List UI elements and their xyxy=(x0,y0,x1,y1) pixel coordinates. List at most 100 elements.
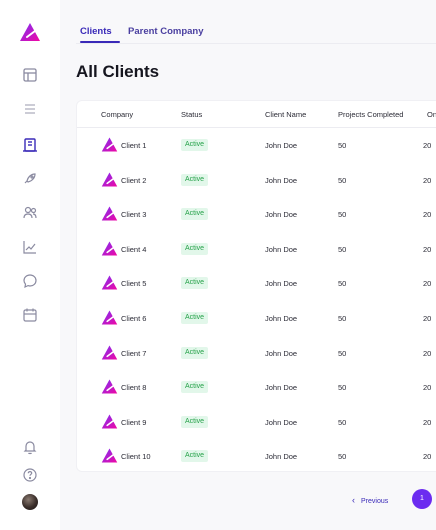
table-header: Company Status Client Name Projects Comp… xyxy=(77,101,436,128)
company-cell: Client 1 xyxy=(121,141,147,150)
table-row[interactable]: Client 5 Active John Doe 50 20 xyxy=(77,266,436,301)
table-row[interactable]: Client 9 Active John Doe 50 20 xyxy=(77,405,436,440)
client-name-cell: John Doe xyxy=(265,417,298,427)
ongoing-cell: 20 xyxy=(423,175,432,185)
client-logo-icon xyxy=(101,413,118,430)
ongoing-cell: 20 xyxy=(423,452,432,462)
client-logo-icon xyxy=(101,136,118,153)
client-name-cell: John Doe xyxy=(265,452,298,462)
column-header-ongoing[interactable]: On xyxy=(427,110,436,119)
app-logo-icon[interactable] xyxy=(19,22,41,42)
table-row[interactable]: Client 1 Active John Doe 50 20 xyxy=(77,128,436,163)
table-row[interactable]: Client 6 Active John Doe 50 20 xyxy=(77,301,436,336)
sidebar xyxy=(0,0,60,530)
client-name-cell: John Doe xyxy=(265,383,298,393)
ongoing-cell: 20 xyxy=(423,141,432,150)
company-cell: Client 5 xyxy=(121,279,147,289)
ongoing-cell: 20 xyxy=(423,314,432,323)
clients-table: Company Status Client Name Projects Comp… xyxy=(76,100,436,472)
chart-icon[interactable] xyxy=(21,238,39,256)
client-logo-icon xyxy=(101,378,118,395)
company-cell: Client 9 xyxy=(121,417,147,427)
ongoing-cell: 20 xyxy=(423,210,432,220)
pagination: ‹ Previous 1 xyxy=(60,488,436,512)
tab-parent-company[interactable]: Parent Company xyxy=(128,26,204,37)
status-badge: Active xyxy=(181,312,209,324)
company-cell: Client 6 xyxy=(121,314,147,323)
building-icon[interactable] xyxy=(21,136,39,154)
client-logo-icon xyxy=(101,205,118,222)
status-badge: Active xyxy=(181,346,209,359)
table-row[interactable]: Client 8 Active John Doe 50 20 xyxy=(77,370,436,405)
client-name-cell: John Doe xyxy=(265,210,298,220)
projects-completed-cell: 50 xyxy=(338,452,347,462)
column-header-projects-completed[interactable]: Projects Completed xyxy=(338,110,404,119)
table-row[interactable]: Client 3 Active John Doe 50 20 xyxy=(77,197,436,232)
status-badge: Active xyxy=(181,173,209,186)
client-logo-icon xyxy=(101,240,118,257)
rocket-icon[interactable] xyxy=(21,170,39,188)
ongoing-cell: 20 xyxy=(423,244,432,254)
status-badge: Active xyxy=(181,450,209,463)
page-title: All Clients xyxy=(76,62,160,81)
client-logo-icon xyxy=(101,274,118,291)
company-cell: Client 2 xyxy=(121,175,147,185)
projects-completed-cell: 50 xyxy=(338,279,347,289)
ongoing-cell: 20 xyxy=(423,279,432,289)
company-cell: Client 7 xyxy=(121,348,147,358)
status-badge: Active xyxy=(181,381,209,394)
projects-completed-cell: 50 xyxy=(338,175,347,185)
client-name-cell: John Doe xyxy=(265,175,298,185)
client-logo-icon xyxy=(101,447,118,464)
chevron-left-icon: ‹ xyxy=(352,495,355,505)
company-cell: Client 4 xyxy=(121,244,147,254)
status-badge: Active xyxy=(181,415,209,428)
projects-completed-cell: 50 xyxy=(338,141,347,150)
table-row[interactable]: Client 10 Active John Doe 50 20 xyxy=(77,439,436,471)
projects-completed-cell: 50 xyxy=(338,244,347,254)
client-name-cell: John Doe xyxy=(265,314,298,323)
company-cell: Client 10 xyxy=(121,452,151,462)
client-name-cell: John Doe xyxy=(265,141,298,150)
column-header-status[interactable]: Status xyxy=(181,110,203,119)
projects-completed-cell: 50 xyxy=(338,383,347,393)
projects-completed-cell: 50 xyxy=(338,348,347,358)
status-badge: Active xyxy=(181,242,209,255)
main-content: Clients Parent Company All Clients Compa… xyxy=(60,0,436,530)
column-header-company[interactable]: Company xyxy=(101,110,134,119)
dashboard-icon[interactable] xyxy=(21,66,39,84)
chat-icon[interactable] xyxy=(21,272,39,290)
table-row[interactable]: Client 7 Active John Doe 50 20 xyxy=(77,336,436,371)
ongoing-cell: 20 xyxy=(423,383,432,393)
active-tab-indicator xyxy=(80,41,120,43)
page-1-button[interactable]: 1 xyxy=(412,489,432,509)
ongoing-cell: 20 xyxy=(423,417,432,427)
projects-completed-cell: 50 xyxy=(338,210,347,220)
client-name-cell: John Doe xyxy=(265,348,298,358)
client-logo-icon xyxy=(101,344,118,361)
previous-label: Previous xyxy=(361,498,389,505)
tab-clients[interactable]: Clients xyxy=(80,26,112,37)
client-name-cell: John Doe xyxy=(265,244,298,254)
company-cell: Client 8 xyxy=(121,383,147,393)
status-badge: Active xyxy=(181,277,209,290)
user-avatar[interactable] xyxy=(22,494,38,510)
tabs-divider xyxy=(76,43,436,44)
bell-icon[interactable] xyxy=(21,438,39,456)
users-icon[interactable] xyxy=(21,204,39,222)
client-logo-icon xyxy=(101,171,118,188)
status-badge: Active xyxy=(181,208,209,221)
table-row[interactable]: Client 4 Active John Doe 50 20 xyxy=(77,232,436,267)
projects-completed-cell: 50 xyxy=(338,314,347,323)
help-icon[interactable] xyxy=(21,466,39,484)
previous-page-button[interactable]: ‹ Previous xyxy=(352,495,388,505)
ongoing-cell: 20 xyxy=(423,348,432,358)
calendar-icon[interactable] xyxy=(21,306,39,324)
column-header-client-name[interactable]: Client Name xyxy=(265,110,307,119)
client-name-cell: John Doe xyxy=(265,279,298,289)
list-icon[interactable] xyxy=(21,100,39,118)
projects-completed-cell: 50 xyxy=(338,417,347,427)
client-logo-icon xyxy=(101,309,118,326)
company-cell: Client 3 xyxy=(121,210,147,220)
table-row[interactable]: Client 2 Active John Doe 50 20 xyxy=(77,163,436,198)
